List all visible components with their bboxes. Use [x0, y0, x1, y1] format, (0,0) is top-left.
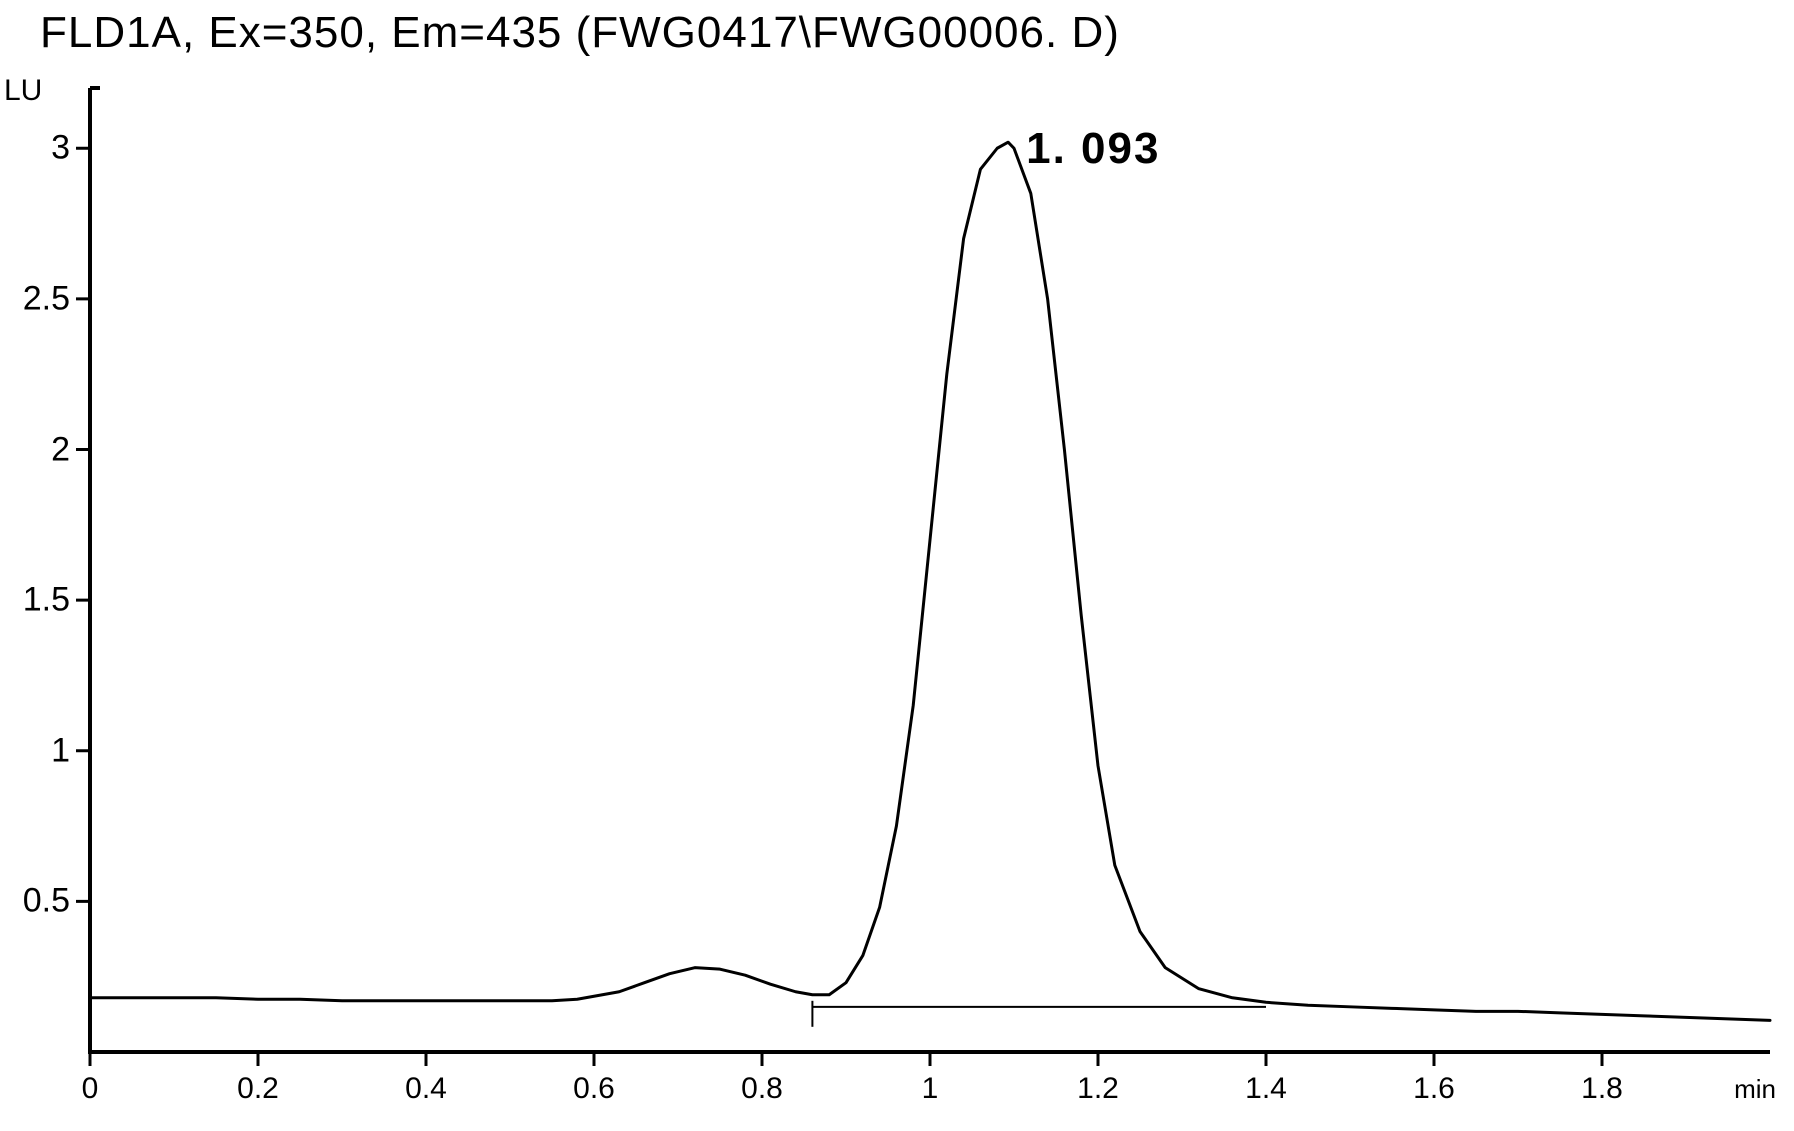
y-tick-label: 3: [0, 129, 70, 168]
y-tick-label: 2.5: [0, 279, 70, 318]
x-tick-label: 0.6: [573, 1072, 615, 1106]
y-tick-label: 0.5: [0, 882, 70, 921]
y-tick-label: 1.5: [0, 581, 70, 620]
axes: [90, 88, 1770, 1052]
chromatogram-trace: [90, 142, 1770, 1020]
x-tick-label: 0.4: [405, 1072, 447, 1106]
x-tick-label: 0: [82, 1072, 99, 1106]
x-tick-label: 1.6: [1413, 1072, 1455, 1106]
y-tick-label: 2: [0, 430, 70, 469]
x-tick-label: 0.8: [741, 1072, 783, 1106]
x-tick-label: 1: [922, 1072, 939, 1106]
x-tick-label: 1.4: [1245, 1072, 1287, 1106]
chromatogram-chart: [0, 0, 1794, 1131]
x-tick-label: 1.2: [1077, 1072, 1119, 1106]
y-tick-label: 1: [0, 731, 70, 770]
x-tick-label: 0.2: [237, 1072, 279, 1106]
x-tick-label: 1.8: [1581, 1072, 1623, 1106]
